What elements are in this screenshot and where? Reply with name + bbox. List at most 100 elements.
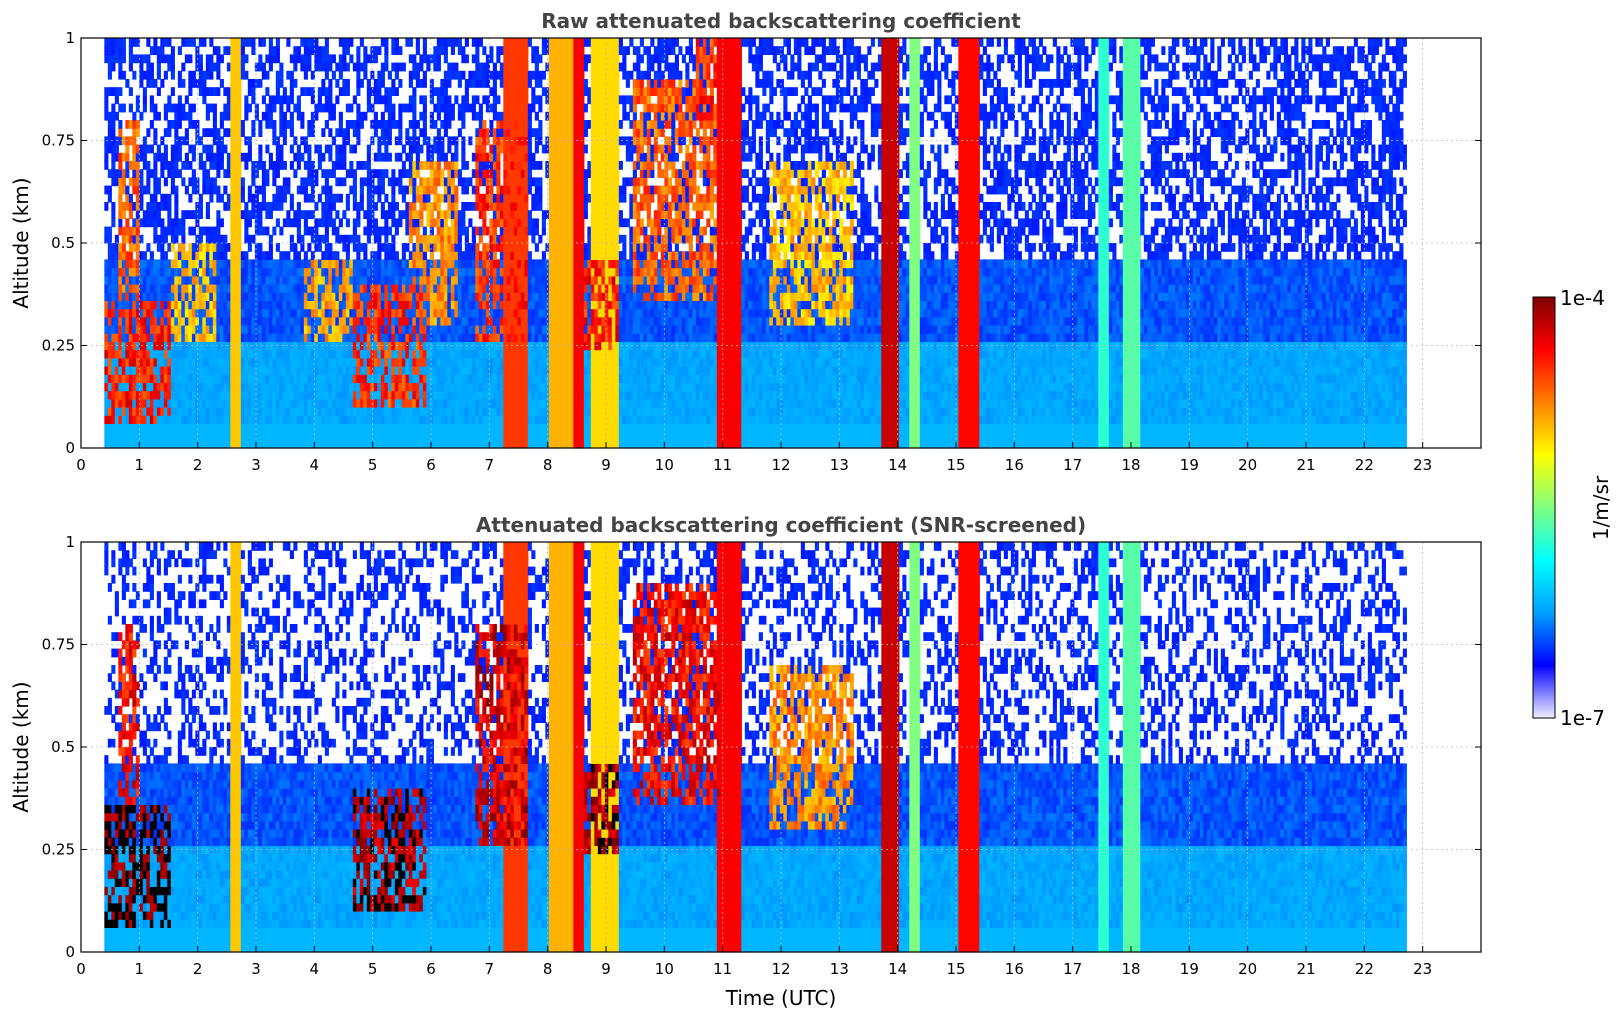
heatmap-cell xyxy=(174,366,178,375)
heatmap-cell xyxy=(297,366,301,375)
heatmap-cell xyxy=(528,391,532,400)
heatmap-cell xyxy=(160,407,164,416)
heatmap-cell xyxy=(517,169,521,178)
heatmap-cell xyxy=(276,432,280,441)
heatmap-cell xyxy=(433,423,437,432)
heatmap-cell xyxy=(521,186,525,195)
heatmap-cell xyxy=(503,391,507,400)
heatmap-cell xyxy=(423,440,427,449)
heatmap-cell xyxy=(132,54,136,63)
heatmap-cell xyxy=(489,276,493,285)
heatmap-cell xyxy=(125,194,129,203)
heatmap-cell xyxy=(167,391,171,400)
heatmap-cell xyxy=(314,407,318,416)
heatmap-cell xyxy=(241,358,245,367)
heatmap-cell xyxy=(328,128,332,137)
heatmap-cell xyxy=(458,112,462,121)
heatmap-cell xyxy=(384,104,388,113)
heatmap-cell xyxy=(458,358,462,367)
heatmap-cell xyxy=(286,177,290,186)
heatmap-cell xyxy=(272,317,276,326)
heatmap-cell xyxy=(122,153,126,162)
heatmap-cell xyxy=(377,366,381,375)
heatmap-cell xyxy=(493,284,497,293)
heatmap-cell xyxy=(237,210,241,219)
heatmap-cell xyxy=(398,177,402,186)
heatmap-cell xyxy=(346,423,350,432)
heatmap-cell xyxy=(335,227,339,236)
heatmap-cell xyxy=(360,382,364,391)
heatmap-cell xyxy=(118,382,122,391)
heatmap-cell xyxy=(223,145,227,154)
heatmap-cell xyxy=(321,79,325,88)
heatmap-cell xyxy=(402,391,406,400)
heatmap-cell xyxy=(339,407,343,416)
heatmap-cell xyxy=(524,317,528,326)
heatmap-cell xyxy=(496,145,500,154)
heatmap-cell xyxy=(234,333,238,342)
heatmap-cell xyxy=(192,358,196,367)
heatmap-cell xyxy=(384,391,388,400)
heatmap-cell xyxy=(325,54,329,63)
heatmap-cell xyxy=(160,243,164,252)
heatmap-cell xyxy=(122,300,126,309)
heatmap-cell xyxy=(157,423,161,432)
heatmap-cell xyxy=(108,358,112,367)
heatmap-cell xyxy=(234,145,238,154)
heatmap-cell xyxy=(507,112,511,121)
heatmap-cell xyxy=(104,366,108,375)
heatmap-cell xyxy=(367,186,371,195)
heatmap-cell xyxy=(409,38,413,47)
heatmap-cell xyxy=(444,87,448,96)
heatmap-cell xyxy=(139,202,143,211)
heatmap-cell xyxy=(521,268,525,277)
heatmap-cell xyxy=(444,374,448,383)
heatmap-cell xyxy=(451,227,455,236)
heatmap-cell xyxy=(430,333,434,342)
heatmap-cell xyxy=(503,71,507,80)
heatmap-cell xyxy=(482,259,486,268)
heatmap-cell xyxy=(468,243,472,252)
heatmap-cell xyxy=(276,374,280,383)
heatmap-cell xyxy=(213,407,217,416)
heatmap-cell xyxy=(524,235,528,244)
heatmap-cell xyxy=(472,112,476,121)
heatmap-cell xyxy=(493,325,497,334)
heatmap-cell xyxy=(293,46,297,55)
heatmap-cell xyxy=(468,358,472,367)
heatmap-cell xyxy=(297,300,301,309)
heatmap-cell xyxy=(451,251,455,260)
heatmap-cell xyxy=(367,210,371,219)
heatmap-cell xyxy=(517,120,521,129)
heatmap-cell xyxy=(192,276,196,285)
heatmap-cell xyxy=(398,317,402,326)
heatmap-cell xyxy=(171,227,175,236)
heatmap-cell xyxy=(531,46,535,55)
heatmap-cell xyxy=(489,169,493,178)
heatmap-cell xyxy=(479,169,483,178)
heatmap-cell xyxy=(150,104,154,113)
heatmap-cell xyxy=(356,161,360,170)
heatmap-cell xyxy=(300,374,304,383)
heatmap-cell xyxy=(213,153,217,162)
heatmap-cell xyxy=(346,391,350,400)
heatmap-cell xyxy=(164,54,168,63)
heatmap-cell xyxy=(178,227,182,236)
heatmap-cell xyxy=(503,169,507,178)
heatmap-cell xyxy=(157,284,161,293)
heatmap-cell xyxy=(468,350,472,359)
heatmap-cell xyxy=(314,358,318,367)
heatmap-cell xyxy=(192,243,196,252)
heatmap-cell xyxy=(286,284,290,293)
heatmap-cell xyxy=(167,440,171,449)
heatmap-cell xyxy=(227,153,231,162)
heatmap-cell xyxy=(472,284,476,293)
heatmap-cell xyxy=(416,399,420,408)
heatmap-cell xyxy=(125,145,129,154)
heatmap-cell xyxy=(332,325,336,334)
heatmap-cell xyxy=(213,423,217,432)
heatmap-cell xyxy=(223,169,227,178)
heatmap-cell xyxy=(349,366,353,375)
heatmap-cell xyxy=(381,432,385,441)
heatmap-cell xyxy=(384,284,388,293)
